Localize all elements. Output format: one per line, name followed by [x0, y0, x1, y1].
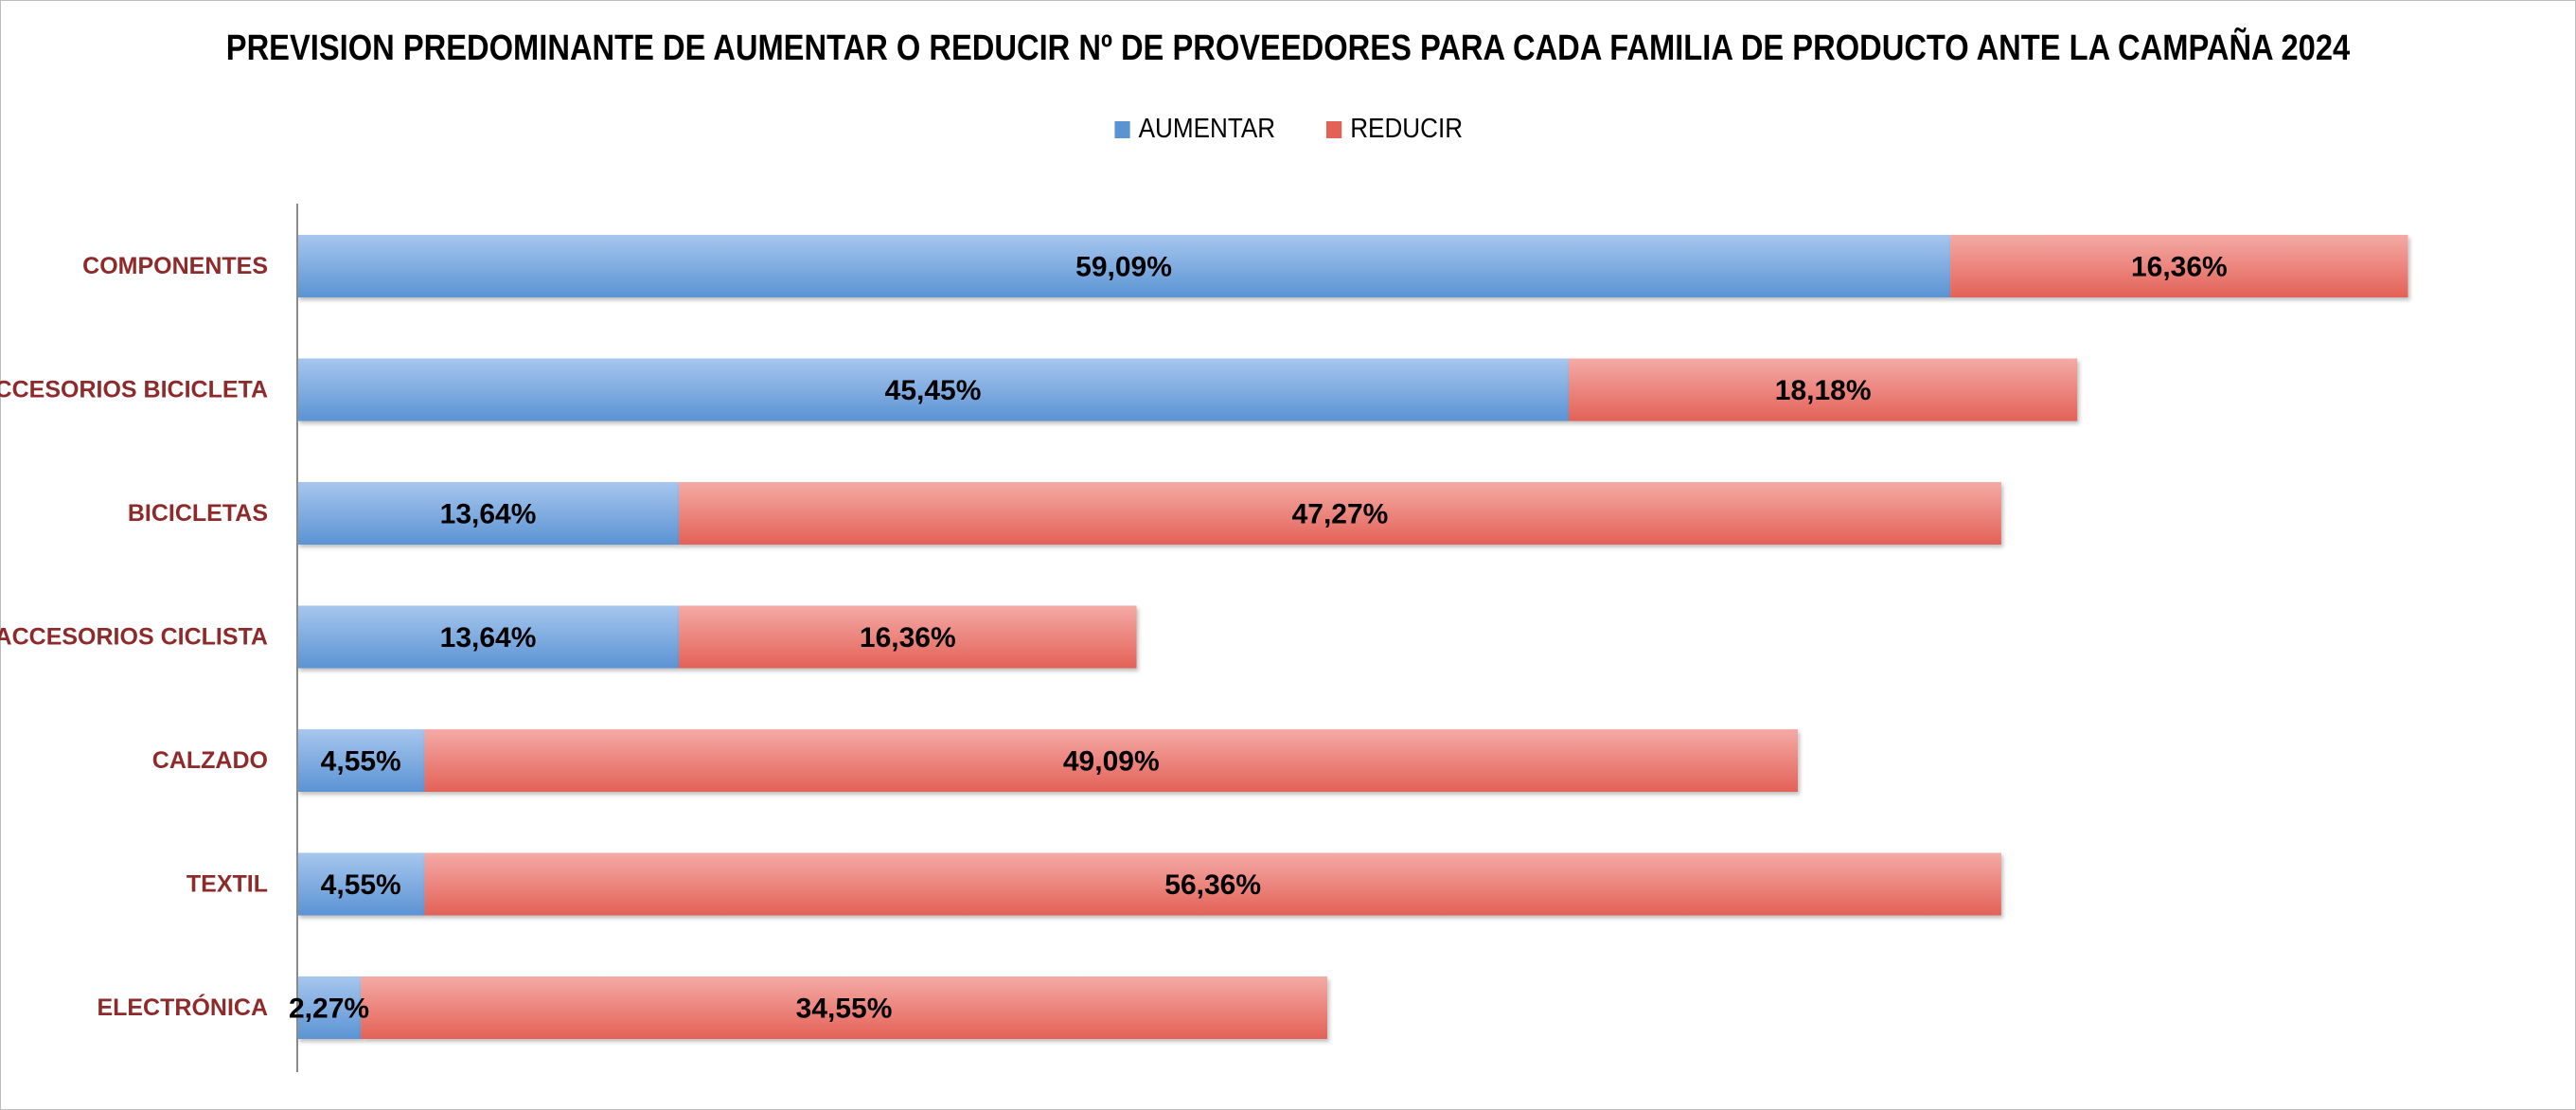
data-label-aumentar-accesorios-bicicleta: 45,45% — [885, 375, 982, 406]
data-label-aumentar-textil: 4,55% — [321, 869, 401, 901]
data-label-reducir-calzado: 49,09% — [1063, 746, 1160, 778]
category-label-calzado: CALZADO — [152, 747, 268, 774]
data-label-aumentar-calzado: 4,55% — [321, 746, 401, 778]
bar-aumentar-textil — [297, 852, 425, 916]
data-label-aumentar-componentes: 59,09% — [1075, 252, 1172, 283]
data-label-reducir-componentes: 16,36% — [2131, 252, 2228, 283]
data-label-aumentar-accesorios-ciclista: 13,64% — [440, 622, 537, 653]
legend-swatch-reducir — [1325, 120, 1341, 138]
category-label-accesorios-ciclista: ACCESORIOS CICLISTA — [0, 624, 268, 651]
bar-reducir-electronica — [361, 976, 1328, 1039]
data-label-aumentar-electronica: 2,27% — [289, 994, 369, 1025]
bar-aumentar-accesorios-ciclista — [297, 605, 680, 669]
data-label-reducir-bicicletas: 47,27% — [1292, 499, 1389, 530]
legend: AUMENTAR REDUCIR — [0, 114, 2576, 145]
chart-title: PREVISION PREDOMINANTE DE AUMENTAR O RED… — [225, 28, 2351, 68]
bar-reducir-bicicletas — [679, 482, 2001, 545]
legend-item-reducir: REDUCIR — [1325, 114, 1463, 145]
bar-aumentar-bicicletas — [297, 482, 680, 545]
bar-reducir-accesorios-bicicleta — [1569, 358, 2078, 421]
legend-item-aumentar: AUMENTAR — [1114, 114, 1276, 145]
legend-label-aumentar: AUMENTAR — [1138, 114, 1276, 144]
legend-swatch-aumentar — [1114, 120, 1130, 138]
bar-aumentar-calzado — [297, 729, 425, 792]
category-label-componentes: COMPONENTES — [82, 253, 268, 279]
data-label-reducir-textil: 56,36% — [1164, 869, 1261, 901]
data-label-aumentar-bicicletas: 13,64% — [440, 499, 537, 530]
category-label-textil: TEXTIL — [187, 871, 268, 898]
category-label-accesorios-bicicleta: ACCESORIOS BICICLETA — [0, 377, 268, 403]
bar-reducir-accesorios-ciclista — [679, 605, 1137, 669]
category-label-electronica: ELECTRÓNICA — [97, 993, 268, 1021]
data-label-reducir-accesorios-ciclista: 16,36% — [860, 622, 956, 653]
bar-reducir-textil — [424, 852, 2001, 916]
bar-reducir-calzado — [424, 729, 1799, 792]
category-label-bicicletas: BICICLETAS — [128, 500, 268, 527]
data-label-reducir-electronica: 34,55% — [796, 994, 893, 1025]
bar-reducir-componentes — [1950, 235, 2408, 297]
bar-aumentar-componentes — [297, 235, 1951, 297]
bar-aumentar-electronica — [297, 976, 362, 1039]
bar-aumentar-accesorios-bicicleta — [297, 358, 1570, 421]
legend-label-reducir: REDUCIR — [1349, 114, 1463, 144]
data-label-reducir-accesorios-bicicleta: 18,18% — [1775, 375, 1872, 406]
